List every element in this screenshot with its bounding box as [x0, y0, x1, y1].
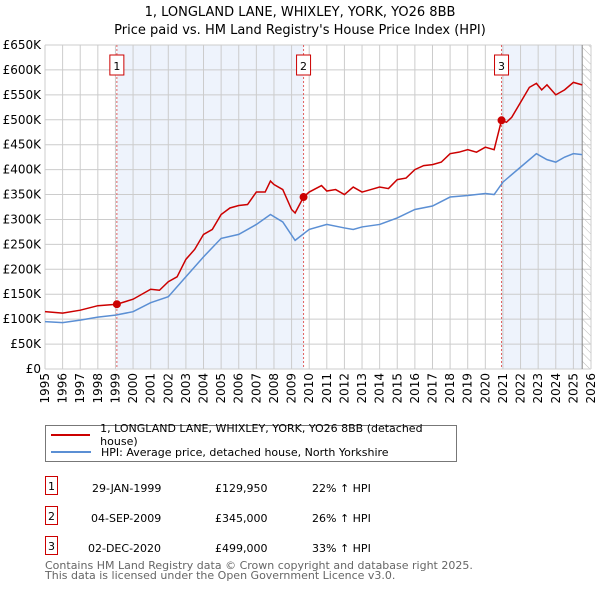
x-tick-label: 2017 [425, 373, 439, 404]
legend-swatch-blue [51, 451, 91, 453]
y-tick-label: £150K [3, 287, 43, 301]
x-tick-label: 2006 [232, 373, 246, 404]
legend-item-hpi: HPI: Average price, detached house, Nort… [51, 444, 389, 460]
x-tick-label: 2000 [126, 373, 140, 404]
legend: 1, LONGLAND LANE, WHIXLEY, YORK, YO26 8B… [45, 422, 457, 462]
sale-label: 3 [498, 60, 505, 73]
x-tick-label: 2010 [302, 373, 316, 404]
x-tick-label: 2025 [566, 373, 580, 404]
sale-point [112, 300, 121, 309]
price-chart: £0 £50K £100K £150K £200K £250K £300K £350K £400… [3, 38, 598, 404]
x-tick-label: 1996 [56, 373, 70, 404]
legend-swatch-red [51, 434, 91, 436]
y-tick-label: £300K [3, 212, 43, 226]
x-tick-label: 2021 [496, 373, 510, 404]
x-tick-label: 2012 [337, 373, 351, 404]
x-tick-label: 1999 [108, 373, 122, 404]
footer-line: This data is licensed under the Open Gov… [45, 569, 396, 582]
shaded-period [501, 45, 583, 369]
sale-label: 1 [113, 60, 120, 73]
x-tick-label: 2019 [461, 373, 475, 404]
sale-date: 02-DEC-2020 [88, 542, 162, 555]
x-tick-label: 2009 [285, 373, 299, 404]
legend-label: 1, LONGLAND LANE, WHIXLEY, YORK, YO26 8B… [100, 422, 423, 448]
sale-label-box [296, 54, 312, 76]
y-tick-label: £550K [3, 88, 43, 102]
future-hatch [582, 45, 591, 369]
sale-point [299, 193, 308, 202]
y-tick-label: £100K [3, 312, 43, 326]
sale-label-box [494, 54, 510, 76]
y-tick-label: £350K [3, 188, 43, 202]
y-tick-label: £200K [3, 262, 43, 276]
y-tick-label: £500K [3, 113, 43, 127]
sale-point [497, 116, 506, 125]
sale-label-box [109, 54, 125, 76]
legend-item-property: 1, LONGLAND LANE, WHIXLEY, YORK, YO26 8B… [51, 422, 456, 448]
sale-badge: 1 [45, 476, 58, 495]
y-tick-label: £450K [3, 138, 43, 152]
x-tick-label: 1998 [91, 373, 105, 404]
x-tick-label: 2016 [408, 373, 422, 404]
x-tick-label: 1997 [73, 373, 87, 404]
x-tick-label: 2014 [373, 373, 387, 404]
legend-label: HPI: Average price, detached house, Nort… [101, 445, 389, 459]
y-tick-label: £50K [10, 337, 42, 351]
x-tick-label: 2013 [355, 373, 369, 404]
series-line-hpi [44, 152, 583, 324]
y-tick-label: £650K [3, 38, 43, 52]
x-tick-label: 2023 [531, 373, 545, 404]
sale-hpi: 22% ↑ HPI [312, 482, 371, 495]
x-tick-label: 2018 [443, 373, 457, 404]
x-tick-label: 2022 [514, 373, 528, 404]
sale-date: 04-SEP-2009 [91, 512, 162, 525]
shaded-period [116, 45, 304, 369]
sale-badge: 3 [45, 536, 58, 555]
x-tick-label: 2020 [478, 373, 492, 404]
sale-price: £129,950 [215, 482, 268, 495]
series-line-property [44, 81, 583, 314]
sale-label: 2 [300, 60, 307, 73]
x-tick-label: 2024 [549, 373, 563, 404]
sale-price: £499,000 [215, 542, 268, 555]
footer-line: Contains HM Land Registry data © Crown c… [45, 559, 473, 572]
sale-badge: 2 [45, 506, 58, 525]
sale-price: £345,000 [215, 512, 268, 525]
title-line: 1, LONGLAND LANE, WHIXLEY, YORK, YO26 8B… [144, 5, 456, 20]
sale-hpi: 33% ↑ HPI [312, 542, 371, 555]
x-tick-label: 1995 [38, 373, 52, 404]
x-tick-label: 2007 [249, 373, 263, 404]
x-tick-label: 2026 [584, 373, 598, 404]
x-tick-label: 2015 [390, 373, 404, 404]
x-tick-label: 2002 [161, 373, 175, 404]
y-tick-label: £400K [3, 163, 43, 177]
x-tick-label: 2005 [214, 373, 228, 404]
x-tick-label: 2011 [320, 373, 334, 404]
subtitle-line: Price paid vs. HM Land Registry's House … [114, 23, 486, 38]
y-tick-label: £0 [26, 362, 41, 376]
chart-title: 1, LONGLAND LANE, WHIXLEY, YORK, YO26 8B… [0, 4, 600, 40]
x-tick-label: 2001 [144, 373, 158, 404]
x-tick-label: 2003 [179, 373, 193, 404]
sale-date: 29-JAN-1999 [92, 482, 162, 495]
x-tick-label: 2008 [267, 373, 281, 404]
sale-hpi: 26% ↑ HPI [312, 512, 371, 525]
footer: Contains HM Land Registry data © Crown c… [45, 559, 473, 582]
y-tick-label: £600K [3, 63, 43, 77]
x-tick-label: 2004 [197, 373, 211, 404]
y-tick-label: £250K [3, 237, 43, 251]
